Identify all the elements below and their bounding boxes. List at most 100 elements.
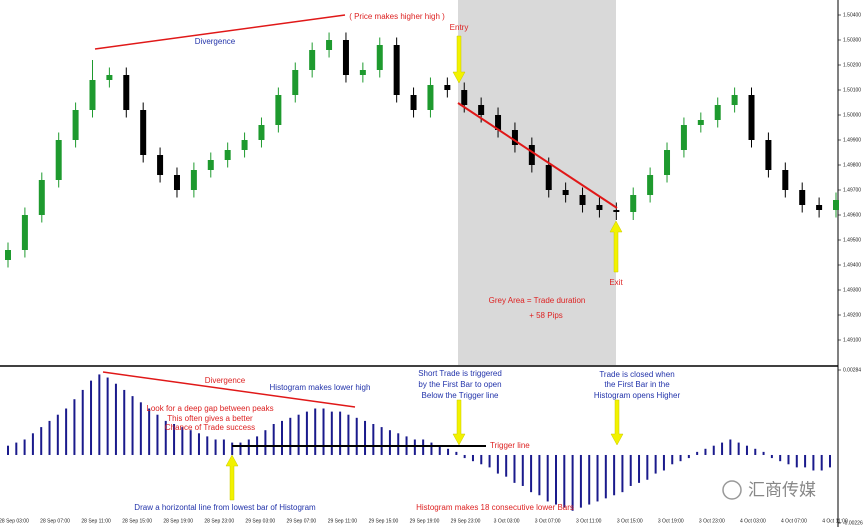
y-tick-label: 1.50300 bbox=[843, 37, 861, 43]
histogram-bar bbox=[588, 454, 591, 505]
histogram-bar bbox=[181, 427, 184, 455]
candle-body bbox=[596, 205, 603, 210]
candle-body bbox=[5, 250, 11, 260]
x-tick-label: 28 Sep 03:00 bbox=[0, 518, 29, 524]
annotation: Histogram makes lower high bbox=[270, 383, 371, 392]
y-tick-label: 0.00284 bbox=[843, 367, 861, 373]
histogram-bar bbox=[538, 454, 541, 496]
candle-body bbox=[782, 170, 789, 190]
candle-body bbox=[511, 130, 518, 145]
y-tick-label: 1.49700 bbox=[843, 187, 861, 193]
annotation: Exit bbox=[609, 278, 623, 287]
x-tick-label: 28 Sep 15:00 bbox=[122, 518, 152, 524]
histogram-bar bbox=[364, 420, 367, 455]
histogram-bar bbox=[123, 389, 126, 455]
candle-body bbox=[157, 155, 164, 175]
y-tick-label: 1.50200 bbox=[843, 62, 861, 68]
histogram-bar bbox=[787, 454, 790, 465]
histogram-divergence-line bbox=[102, 371, 356, 408]
annotation: Divergence bbox=[205, 376, 246, 385]
marks: 1.49100 1.49200 1.49300 1.49400 1.49500 1.496… bbox=[0, 12, 863, 526]
histogram-bar bbox=[98, 374, 101, 455]
histogram-bar bbox=[546, 454, 549, 502]
candle-body bbox=[140, 110, 147, 155]
histogram-bar bbox=[804, 454, 807, 468]
annotation: Look for a deep gap between peaks bbox=[146, 404, 273, 413]
histogram-bar bbox=[712, 445, 715, 455]
candle-body bbox=[376, 45, 383, 70]
candle-body bbox=[292, 70, 299, 95]
y-tick-label: 1.49200 bbox=[843, 312, 861, 318]
histogram-bar bbox=[770, 454, 773, 459]
histogram-bar bbox=[40, 427, 43, 455]
annotation: Below the Trigger line bbox=[422, 391, 499, 400]
histogram-bar bbox=[314, 408, 317, 455]
y-tick-label: 1.49800 bbox=[843, 162, 861, 168]
annotation: Entry bbox=[450, 23, 469, 32]
histogram-bar bbox=[189, 430, 192, 455]
histogram-bar bbox=[654, 454, 657, 474]
histogram-bar bbox=[206, 436, 209, 455]
histogram-bar bbox=[563, 454, 566, 508]
histogram-bar bbox=[31, 433, 34, 455]
candle-body bbox=[410, 95, 417, 110]
x-tick-label: 3 Oct 19:00 bbox=[658, 518, 684, 524]
x-tick-label: 28 Sep 23:00 bbox=[204, 518, 234, 524]
watermark-text: 汇商传媒 bbox=[748, 480, 816, 499]
candle-body bbox=[444, 85, 451, 90]
histogram-bar bbox=[604, 454, 607, 499]
histogram-bar bbox=[397, 433, 400, 455]
histogram-bar bbox=[737, 442, 740, 455]
candle-body bbox=[326, 40, 333, 50]
watermark-icon bbox=[722, 480, 742, 500]
histogram-bar bbox=[447, 448, 450, 455]
candle-body bbox=[106, 75, 113, 80]
histogram-bar bbox=[555, 454, 557, 505]
candle-body bbox=[833, 200, 839, 210]
histogram-bar bbox=[222, 439, 225, 455]
x-tick-label: 3 Oct 11:00 bbox=[576, 518, 602, 524]
x-tick-label: 4 Oct 03:00 bbox=[740, 518, 766, 524]
histogram-bar bbox=[73, 399, 76, 455]
histogram-bar bbox=[214, 439, 217, 455]
candle-body bbox=[89, 80, 96, 110]
y-tick-label: 1.50000 bbox=[843, 112, 861, 118]
candle-body bbox=[545, 165, 552, 190]
histogram-bar bbox=[496, 454, 499, 474]
candle-body bbox=[731, 95, 738, 105]
annotation: by the First Bar to open bbox=[418, 380, 501, 389]
annotation: + 58 Pips bbox=[529, 311, 563, 320]
histogram-bar bbox=[505, 454, 508, 477]
histogram-bar bbox=[114, 383, 117, 455]
histogram-bar bbox=[247, 439, 250, 455]
histogram-bar bbox=[613, 454, 616, 496]
arrows bbox=[225, 35, 624, 501]
histogram-bar bbox=[471, 454, 474, 462]
histogram-bar bbox=[679, 454, 682, 462]
candle-body bbox=[799, 190, 806, 205]
histogram-bar bbox=[106, 377, 109, 455]
histogram-bar bbox=[156, 414, 159, 455]
histogram-bar bbox=[372, 424, 375, 455]
x-tick-label: 3 Oct 15:00 bbox=[617, 518, 643, 524]
lowest-bar-arrow bbox=[225, 454, 239, 501]
histogram-bar bbox=[231, 442, 234, 455]
annotation: Histogram opens Higher bbox=[594, 391, 681, 400]
histogram-bar bbox=[779, 454, 782, 462]
x-tick-label: 28 Sep 19:00 bbox=[163, 518, 193, 524]
annotation: This often gives a better bbox=[167, 414, 253, 423]
candle-body bbox=[38, 180, 45, 215]
histogram-bar bbox=[687, 454, 690, 459]
histogram-bar bbox=[729, 439, 732, 455]
histogram-bar bbox=[272, 424, 275, 455]
y-tick-label: 1.49100 bbox=[843, 337, 861, 343]
x-tick-label: 3 Oct 07:00 bbox=[535, 518, 561, 524]
histogram-bar bbox=[56, 414, 59, 455]
histogram-bar bbox=[81, 389, 84, 455]
trade-duration-area bbox=[458, 0, 616, 365]
candle-body bbox=[816, 205, 823, 210]
histogram-bar bbox=[671, 454, 674, 465]
histogram-bar bbox=[347, 414, 350, 455]
histogram-bar bbox=[148, 408, 151, 455]
